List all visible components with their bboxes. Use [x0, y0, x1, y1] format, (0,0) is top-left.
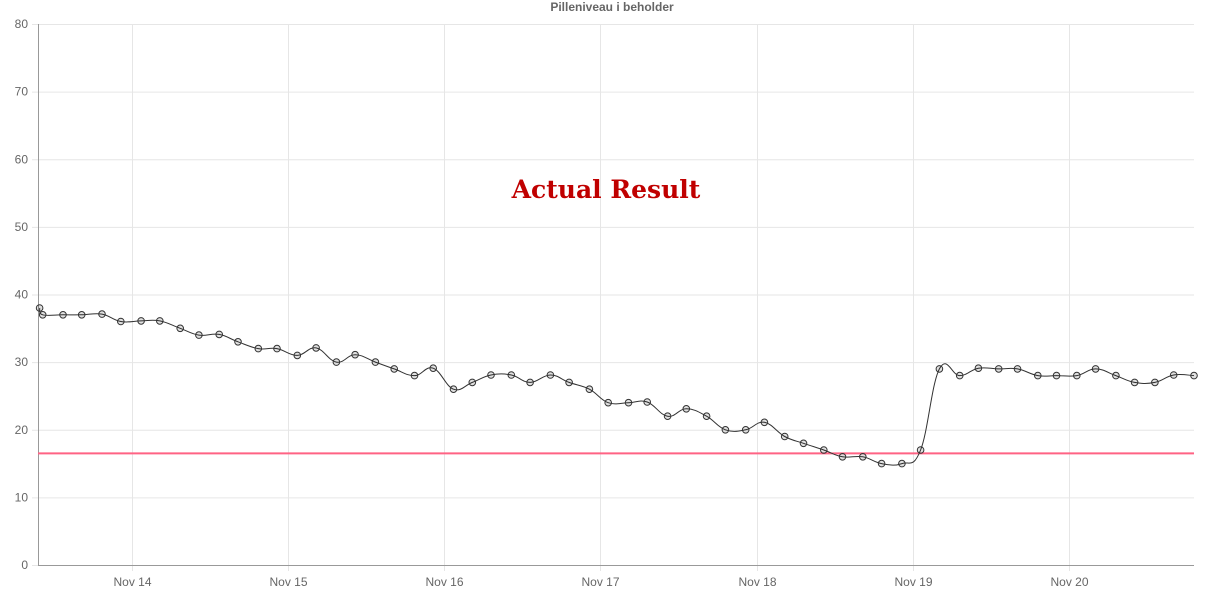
data-point[interactable] — [234, 338, 242, 346]
data-point[interactable] — [898, 459, 906, 468]
data-point[interactable] — [877, 459, 886, 468]
data-point[interactable] — [1013, 365, 1022, 373]
data-point[interactable] — [59, 311, 67, 319]
data-point[interactable] — [1190, 371, 1198, 380]
data-point[interactable] — [156, 317, 164, 325]
data-point[interactable] — [254, 344, 263, 353]
series-layer — [35, 304, 1198, 468]
data-point[interactable] — [624, 398, 633, 407]
data-point[interactable] — [682, 405, 691, 413]
data-point[interactable] — [77, 311, 86, 319]
data-point[interactable] — [332, 358, 341, 366]
data-point[interactable] — [449, 385, 458, 394]
x-tick-label: Nov 15 — [269, 575, 307, 589]
data-point[interactable] — [838, 453, 847, 461]
data-point[interactable] — [1091, 365, 1100, 373]
data-point[interactable] — [38, 311, 47, 319]
data-point[interactable] — [702, 412, 711, 421]
data-point[interactable] — [1052, 371, 1061, 380]
x-tick-label: Nov 17 — [581, 575, 619, 589]
data-point[interactable] — [820, 446, 828, 454]
data-point[interactable] — [410, 371, 419, 380]
data-point[interactable] — [312, 344, 320, 352]
data-point[interactable] — [507, 371, 516, 379]
y-tick-label: 10 — [15, 490, 29, 504]
x-tick-label: Nov 18 — [738, 575, 776, 589]
data-point[interactable] — [760, 418, 769, 427]
data-point[interactable] — [195, 331, 203, 339]
data-point[interactable] — [1073, 371, 1081, 380]
data-point[interactable] — [721, 426, 730, 434]
y-tick-label: 70 — [15, 85, 29, 99]
data-point[interactable] — [351, 350, 359, 359]
data-point[interactable] — [585, 385, 594, 394]
data-point[interactable] — [137, 317, 145, 325]
axis-layer: 0 10 20 30 40 50 60 70 80 Nov 14 Nov 15 Nov 16 Nov 1… — [15, 17, 1194, 589]
chart-title: Pilleniveau i beholder — [550, 0, 674, 14]
data-point[interactable] — [604, 398, 613, 407]
data-point[interactable] — [526, 378, 534, 387]
chart-annotation: Actual Result — [511, 175, 701, 204]
x-tick-label: Nov 14 — [113, 575, 151, 589]
data-point[interactable] — [273, 344, 281, 353]
data-point[interactable] — [215, 330, 223, 339]
series-line — [39, 307, 1195, 466]
x-tick-label: Nov 19 — [894, 575, 932, 589]
data-point[interactable] — [371, 358, 380, 366]
data-point[interactable] — [643, 398, 652, 406]
data-point[interactable] — [487, 371, 495, 379]
data-point[interactable] — [741, 426, 750, 434]
data-point[interactable] — [390, 365, 399, 373]
data-point[interactable] — [565, 378, 573, 387]
data-point[interactable] — [1034, 371, 1042, 380]
data-point[interactable] — [935, 365, 944, 373]
data-point[interactable] — [117, 317, 125, 326]
grid-layer — [32, 24, 1194, 571]
y-tick-label: 0 — [21, 558, 28, 572]
x-tick-label: Nov 16 — [425, 575, 463, 589]
x-tick-label: Nov 20 — [1050, 575, 1088, 589]
data-point[interactable] — [98, 310, 106, 318]
y-tick-label: 50 — [15, 220, 29, 234]
data-point[interactable] — [859, 453, 867, 461]
y-tick-label: 80 — [15, 17, 29, 31]
data-point[interactable] — [35, 304, 44, 312]
data-point[interactable] — [994, 365, 1003, 373]
data-point[interactable] — [780, 432, 789, 441]
data-point[interactable] — [663, 412, 672, 421]
data-point[interactable] — [546, 371, 555, 379]
y-tick-label: 20 — [15, 423, 29, 437]
data-point[interactable] — [429, 364, 438, 373]
y-tick-label: 60 — [15, 152, 29, 166]
data-point[interactable] — [1130, 378, 1139, 387]
data-point[interactable] — [1112, 371, 1120, 380]
data-point[interactable] — [293, 351, 302, 360]
data-point[interactable] — [1169, 371, 1178, 379]
y-tick-label: 30 — [15, 355, 29, 369]
data-point[interactable] — [974, 364, 983, 373]
data-point[interactable] — [955, 371, 964, 380]
data-point[interactable] — [916, 446, 925, 454]
data-point[interactable] — [799, 439, 808, 448]
data-point[interactable] — [468, 378, 477, 387]
data-point[interactable] — [1151, 378, 1159, 387]
y-tick-label: 40 — [15, 288, 29, 302]
data-point[interactable] — [176, 324, 184, 333]
